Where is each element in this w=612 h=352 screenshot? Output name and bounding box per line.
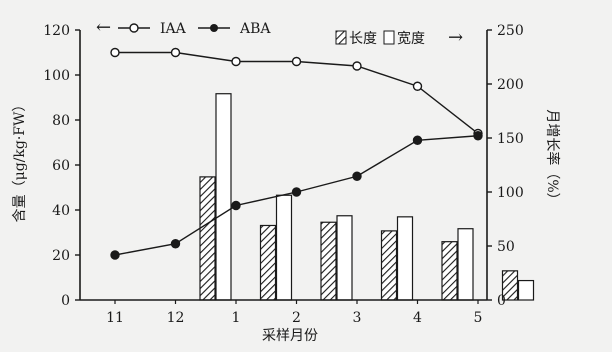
right-tick-label: 0 — [497, 293, 506, 309]
iaa-point — [170, 47, 181, 58]
right-tick-label: 150 — [497, 131, 524, 147]
x-tick-label: 4 — [413, 310, 422, 326]
x-tick-label: 11 — [106, 310, 124, 326]
iaa-point — [291, 56, 302, 67]
left-tick-label: 0 — [61, 293, 70, 309]
x-tick-label: 1 — [232, 310, 241, 326]
right-tick-label: 200 — [497, 77, 524, 93]
iaa-point — [110, 47, 120, 58]
bar-length — [380, 230, 398, 301]
aba-point — [170, 239, 181, 249]
left-tick-label: 120 — [43, 23, 70, 39]
iaa-point — [231, 56, 241, 67]
aba-point — [352, 171, 362, 181]
aba-point — [110, 250, 120, 260]
right-tick-label: 250 — [497, 23, 524, 39]
x-axis-title: 采样月份 — [262, 328, 318, 344]
legend-aba-marker — [210, 24, 218, 32]
bar-width — [275, 194, 293, 301]
legend-right-arrow: → — [448, 27, 463, 48]
aba-point — [291, 187, 302, 197]
aba-point — [473, 131, 483, 141]
bar-length — [320, 221, 337, 301]
legend-aba-label: ABA — [239, 21, 271, 37]
bar-width — [396, 216, 414, 301]
iaa-point — [352, 61, 362, 71]
x-tick-label: 3 — [353, 310, 362, 326]
bar-length — [441, 241, 458, 301]
bars-layer — [199, 93, 535, 301]
x-tick-label: 2 — [292, 310, 301, 326]
left-tick-label: 40 — [52, 203, 70, 219]
bar-length — [199, 176, 216, 301]
legend-left-arrow: ← — [96, 17, 111, 38]
bar-width — [517, 279, 535, 301]
legend-width-swatch — [383, 30, 395, 45]
lines-layer — [110, 47, 483, 260]
right-tick-label: 50 — [497, 239, 515, 255]
left-tick-label: 80 — [52, 113, 70, 129]
right-tick-label: 100 — [497, 185, 524, 201]
bar-length — [259, 224, 277, 301]
legend: ← IAA ABA 长度 宽度 → — [96, 17, 463, 48]
x-tick-label: 5 — [474, 310, 483, 326]
x-tick-label: 12 — [167, 310, 185, 326]
right-ticks-layer: 0 50 100 150 200 250 — [487, 23, 524, 309]
legend-length-swatch — [335, 30, 347, 45]
left-tick-label: 100 — [43, 68, 70, 84]
left-tick-label: 60 — [52, 158, 70, 174]
bar-width — [457, 228, 474, 301]
bar-width — [336, 215, 353, 301]
iaa-point — [412, 81, 423, 91]
x-ticks-layer: 11 12 1 2 3 4 5 — [106, 300, 482, 326]
y-axis-title-left: 含量（μg/kg·FW） — [12, 98, 28, 223]
y-axis-title-right: 月增长率（%） — [544, 109, 561, 206]
bar-length — [501, 270, 519, 301]
legend-iaa-label: IAA — [160, 21, 187, 37]
aba-point — [412, 135, 423, 145]
aba-point — [231, 200, 241, 211]
legend-length-label: 长度 — [349, 31, 377, 47]
left-ticks-layer: 0 20 40 60 80 100 120 — [43, 23, 80, 309]
legend-iaa-marker — [129, 23, 139, 33]
legend-width-label: 宽度 — [397, 30, 425, 47]
bar-width — [215, 93, 232, 301]
left-tick-label: 20 — [52, 248, 70, 264]
